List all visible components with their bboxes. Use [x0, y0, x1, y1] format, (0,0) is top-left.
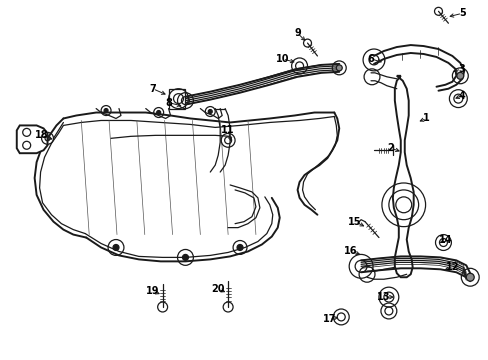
Circle shape [182, 255, 188, 260]
Text: 11: 11 [221, 125, 234, 135]
Circle shape [113, 244, 119, 251]
Circle shape [208, 109, 212, 113]
Circle shape [456, 72, 463, 79]
Text: 8: 8 [165, 98, 172, 108]
Text: 19: 19 [145, 286, 159, 296]
Text: 6: 6 [367, 54, 374, 64]
Circle shape [156, 111, 161, 114]
Polygon shape [17, 125, 47, 153]
Circle shape [104, 109, 108, 113]
Text: 18: 18 [35, 130, 48, 140]
Text: 1: 1 [422, 113, 429, 123]
Polygon shape [168, 89, 185, 109]
Text: 17: 17 [322, 314, 335, 324]
Text: 12: 12 [445, 262, 458, 272]
Text: 16: 16 [344, 247, 357, 256]
Polygon shape [392, 76, 413, 277]
Circle shape [237, 244, 243, 251]
Text: 13: 13 [376, 292, 390, 302]
Text: 2: 2 [386, 143, 393, 153]
Text: 20: 20 [211, 284, 224, 294]
Circle shape [336, 65, 342, 71]
Text: 7: 7 [149, 84, 156, 94]
Circle shape [466, 273, 473, 281]
Text: 15: 15 [347, 217, 361, 227]
Text: 5: 5 [458, 8, 465, 18]
Text: 4: 4 [458, 91, 465, 101]
Text: 10: 10 [275, 54, 289, 64]
Text: 3: 3 [457, 64, 464, 74]
Text: 14: 14 [438, 234, 451, 244]
Text: 9: 9 [294, 28, 300, 38]
